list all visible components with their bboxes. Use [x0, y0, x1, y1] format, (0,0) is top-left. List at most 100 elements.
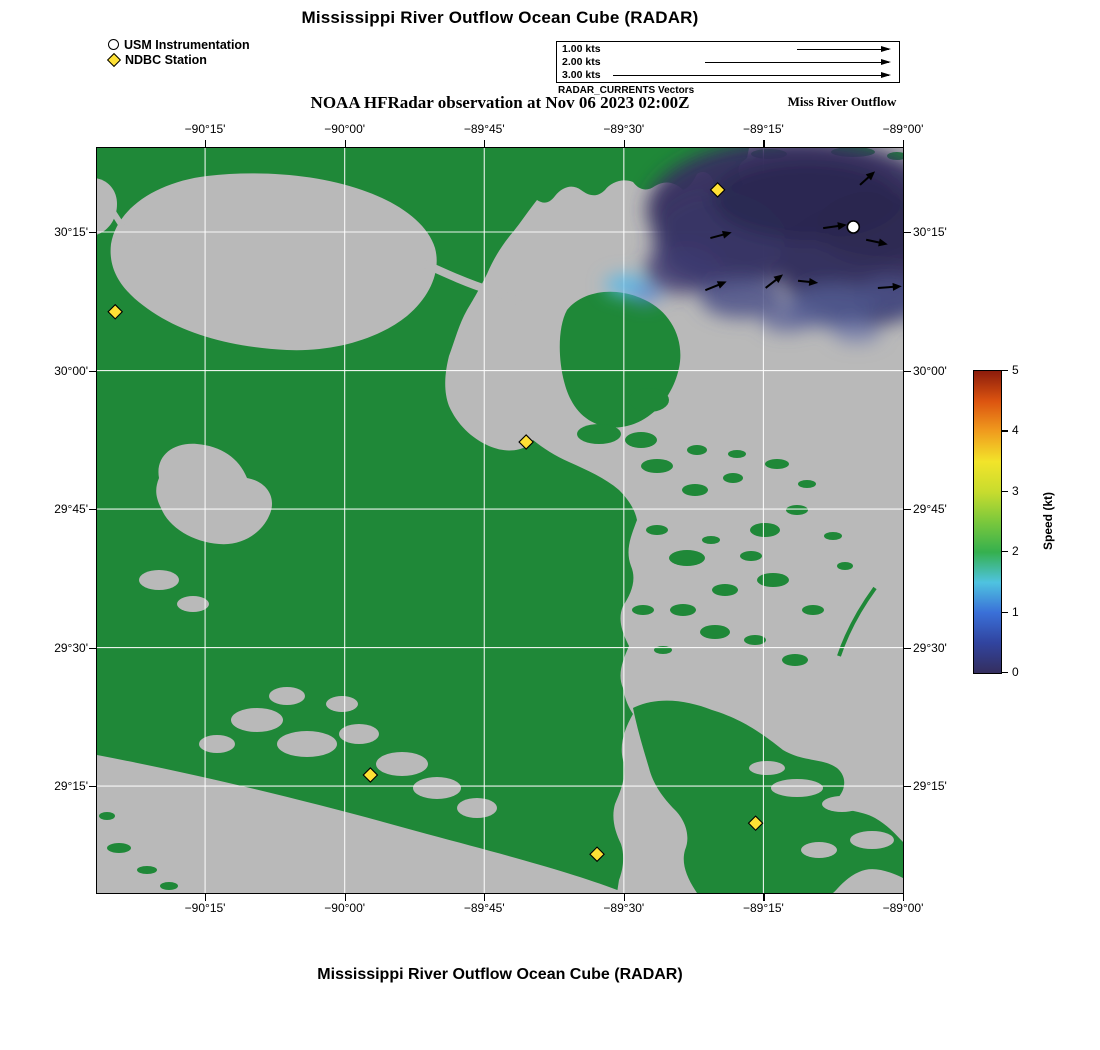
lon-tick-bottom — [903, 894, 905, 901]
colorbar-tick-label: 2 — [1012, 544, 1019, 559]
lake-pontchartrain — [110, 173, 437, 351]
colorbar-tick-label: 0 — [1012, 665, 1019, 679]
chandeleur-islands — [837, 586, 877, 657]
vector-scale-row: 3.00 kts — [557, 69, 899, 82]
usm-site-marker — [846, 220, 861, 234]
river-delta — [633, 700, 903, 893]
map-legend: USM Instrumentation NDBC Station — [106, 37, 250, 67]
delta-channels — [749, 761, 894, 858]
lat-tick-left — [89, 370, 96, 372]
station-markers — [107, 182, 861, 863]
lon-tick-label-top: −89°45' — [463, 122, 505, 136]
lake-salvador — [156, 443, 273, 545]
lon-tick-bottom — [205, 894, 207, 901]
ndbc-station-marker — [518, 434, 534, 450]
gulf-of-mexico — [97, 755, 625, 893]
lon-tick-label-top: −89°15' — [743, 122, 784, 136]
inland-bays — [139, 570, 497, 818]
current-vector — [823, 222, 847, 231]
bottom-caption: Mississippi River Outflow Ocean Cube (RA… — [317, 966, 683, 983]
lat-tick-left — [89, 231, 96, 234]
arrowhead-icon — [881, 71, 891, 78]
colorbar-tick-label: 3 — [1012, 483, 1019, 498]
ndbc-marker-icon — [106, 52, 122, 67]
current-vectors — [704, 171, 902, 292]
grid-layer — [97, 148, 903, 893]
lat-tick-label-left: 29°30' — [54, 640, 88, 655]
vector-scale-label: 3.00 kts — [562, 69, 601, 81]
lat-tick-left — [89, 647, 96, 649]
colorbar-tick — [1002, 430, 1008, 432]
colorbar-tick — [1002, 370, 1008, 372]
legend-row-usm: USM Instrumentation — [108, 37, 250, 52]
current-vector — [877, 282, 902, 291]
lon-tick-label-bottom: −89°15' — [743, 901, 784, 915]
arrowhead-icon — [881, 58, 891, 65]
lon-tick-bottom — [484, 894, 486, 901]
current-vector — [704, 281, 727, 292]
pass-manchac — [110, 210, 136, 246]
ndbc-station-marker — [362, 767, 379, 783]
arrowhead-icon — [881, 45, 891, 52]
vector-scale-arrow — [797, 45, 891, 52]
lat-tick-right — [904, 647, 911, 649]
lon-tick-top — [484, 140, 486, 147]
colorbar-tick-label: 1 — [1012, 604, 1019, 619]
lon-tick-bottom — [623, 894, 626, 901]
colorbar-tick — [1002, 490, 1008, 492]
lon-tick-label-bottom: −90°00' — [324, 901, 366, 915]
observation-subtitle: NOAA HFRadar observation at Nov 06 2023 … — [310, 93, 690, 112]
map-canvas — [96, 147, 904, 894]
ndbc-station-marker — [709, 182, 726, 198]
lon-tick-bottom — [763, 894, 765, 901]
vector-scale-rows: 1.00 kts 2.00 kts 3.00 kts — [557, 43, 899, 82]
current-vector — [865, 238, 888, 247]
vector-scale-caption: RADAR_CURRENTS Vectors — [558, 85, 695, 96]
vector-scale-row: 1.00 kts — [557, 43, 899, 56]
current-vector — [710, 230, 732, 240]
lat-tick-left — [89, 786, 96, 788]
colorbar-title: Speed (kt) — [1041, 492, 1055, 551]
current-vector — [797, 277, 819, 286]
land-layer — [97, 148, 903, 893]
colorbar-tick — [1002, 672, 1008, 674]
ndbc-station-marker — [747, 815, 764, 832]
lon-tick-top — [205, 140, 207, 147]
vector-scale-label: 1.00 kts — [562, 43, 601, 55]
lat-tick-label-left: 29°45' — [54, 502, 88, 517]
ndbc-station-marker — [589, 846, 605, 863]
lon-tick-label-bottom: −89°45' — [463, 901, 505, 915]
lat-tick-label-right: 30°00' — [913, 363, 947, 378]
lat-tick-right — [904, 370, 911, 372]
lon-tick-top — [623, 140, 626, 147]
coastal-map — [97, 148, 903, 893]
page-title: Mississippi River Outflow Ocean Cube (RA… — [301, 8, 699, 27]
lon-tick-label-bottom: −89°30' — [603, 901, 645, 915]
colorbar-tick — [1002, 611, 1008, 613]
vector-scale-box: 1.00 kts 2.00 kts 3.00 kts — [556, 41, 900, 83]
vector-scale-label: 2.00 kts — [562, 56, 601, 68]
legend-usm-label: USM Instrumentation — [124, 37, 250, 52]
lon-tick-label-top: −89°00' — [882, 122, 924, 136]
colorbar-gradient — [974, 371, 1001, 673]
colorbar-tick-label: 4 — [1012, 423, 1019, 438]
lon-tick-bottom — [344, 894, 346, 901]
vector-scale-arrow — [705, 58, 891, 65]
miss-river-outflow-label: Miss River Outflow — [787, 94, 897, 109]
current-vector — [859, 171, 876, 186]
lat-tick-label-right: 30°15' — [913, 224, 947, 239]
lat-tick-label-right: 29°30' — [913, 640, 947, 655]
lon-tick-label-bottom: −90°15' — [184, 901, 226, 915]
lon-tick-top — [763, 140, 765, 147]
vector-scale-row: 2.00 kts — [557, 56, 899, 69]
lon-tick-label-bottom: −89°00' — [882, 901, 924, 915]
marsh-appendages — [577, 388, 669, 448]
lon-tick-label-top: −90°15' — [184, 122, 226, 136]
lat-tick-right — [904, 786, 911, 788]
current-vector — [765, 274, 784, 289]
colorbar — [973, 370, 1002, 674]
colorbar-tick — [1002, 551, 1008, 553]
lat-tick-right — [904, 509, 911, 511]
lon-tick-top — [344, 140, 346, 147]
